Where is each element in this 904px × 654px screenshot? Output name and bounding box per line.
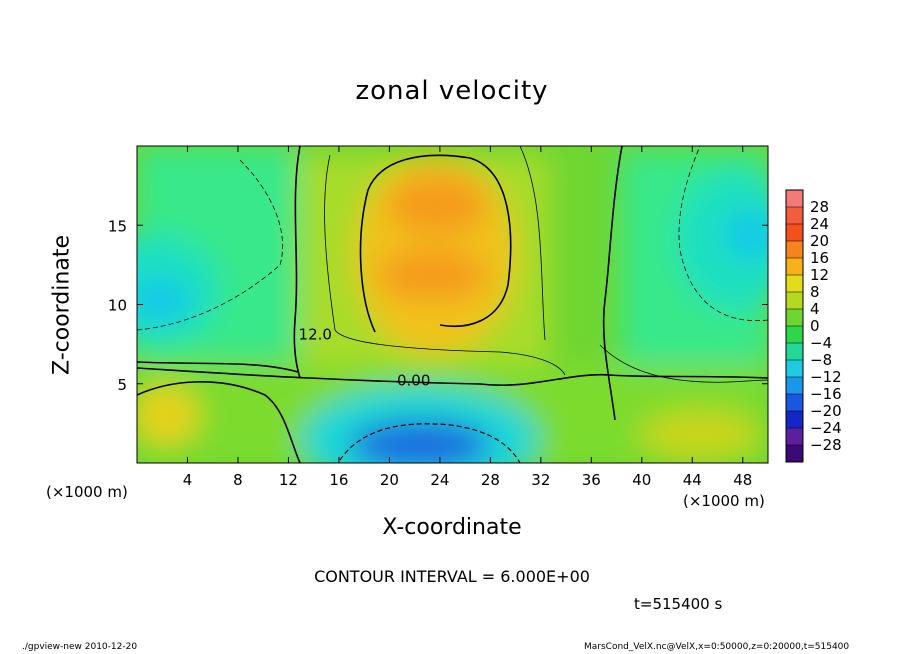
- field-region-jet-core-lower: [377, 249, 487, 301]
- field-region-left-blue: [137, 278, 190, 322]
- contour-lines: [137, 146, 768, 463]
- colorbar-label: 28: [810, 198, 829, 216]
- colorbar-swatch: [786, 326, 803, 344]
- field-region-right-blue: [725, 210, 768, 260]
- colorbar-swatch: [786, 360, 803, 378]
- velocity-field: 12.0 0.00: [137, 146, 768, 463]
- x-tick-label: 48: [733, 471, 752, 489]
- x-tick-label: 28: [481, 471, 500, 489]
- contour-right-low: [599, 344, 768, 383]
- colorbar-label: 8: [810, 283, 820, 301]
- x-unit-label-right: (×1000 m): [683, 492, 765, 510]
- colorbar-swatch: [786, 224, 803, 242]
- colorbar-label: 12: [810, 266, 829, 284]
- field-region-jet-core-upper: [387, 175, 487, 235]
- x-tick-label: 4: [183, 471, 193, 489]
- contour-0-right: [602, 146, 623, 421]
- contour-0-horizontal: [137, 367, 768, 387]
- contour-0-left: [293, 146, 301, 379]
- colorbar-swatch: [786, 411, 803, 429]
- y-axis-label: Z-coordinate: [49, 235, 75, 375]
- x-tick-label: 24: [430, 471, 449, 489]
- y-tick-label: 15: [108, 217, 127, 235]
- y-tick-label: 10: [108, 297, 127, 315]
- x-tick-label: 12: [279, 471, 298, 489]
- x-tick-label: 36: [582, 471, 601, 489]
- chart-title: zonal velocity: [355, 76, 549, 106]
- footer-right: MarsCond_VelX.nc@VelX,x=0:50000,z=0:2000…: [584, 642, 850, 652]
- colorbar-label: −8: [810, 351, 832, 369]
- contour-neg6-left: [137, 159, 283, 331]
- colorbar-swatch: [786, 445, 803, 463]
- colorbar-swatch: [786, 343, 803, 361]
- colorbar-swatch: [786, 428, 803, 446]
- colorbar-swatch: [786, 377, 803, 395]
- colorbar-label: −24: [810, 419, 842, 437]
- contour-6-b: [519, 146, 546, 341]
- x-tick-label: 44: [683, 471, 702, 489]
- colorbar-swatch: [786, 394, 803, 412]
- colorbar-swatch: [786, 275, 803, 293]
- colorbar-swatch: [786, 207, 803, 225]
- contour-0-lower: [137, 361, 299, 373]
- field-region-bottom-right: [640, 410, 760, 460]
- contour-0-bottom-left: [137, 381, 301, 463]
- x-tick-label: 20: [380, 471, 399, 489]
- colorbar-swatch: [786, 241, 803, 259]
- field-region-bottom-blue: [350, 420, 490, 463]
- contour-label: 0.00: [397, 371, 430, 389]
- colorbar-swatch: [786, 309, 803, 327]
- contour-12: [359, 154, 512, 333]
- contour-neg12-bottom: [339, 423, 521, 463]
- colorbar-label: 16: [810, 249, 829, 267]
- contour-interval-label: CONTOUR INTERVAL = 6.000E+00: [314, 567, 590, 586]
- x-axis-label: X-coordinate: [382, 515, 522, 540]
- contour-label: 12.0: [299, 325, 332, 343]
- colorbar-label: −12: [810, 368, 842, 386]
- y-tick-label: 5: [117, 376, 127, 394]
- colorbar-label: −20: [810, 402, 842, 420]
- field-region-bottom-left-yellow: [137, 385, 200, 445]
- x-tick-label: 40: [632, 471, 651, 489]
- time-label: t=515400 s: [634, 595, 723, 613]
- colorbar-label: 4: [810, 300, 820, 318]
- footer-left: ./gpview-new 2010-12-20: [22, 642, 138, 652]
- x-tick-label: 16: [329, 471, 348, 489]
- contour-6-a: [324, 154, 566, 376]
- colorbar-swatch: [786, 190, 803, 208]
- colorbar-swatch: [786, 258, 803, 276]
- x-tick-label: 8: [233, 471, 243, 489]
- colorbar-swatch: [786, 292, 803, 310]
- x-unit-label-left: (×1000 m): [46, 483, 128, 501]
- colorbar-label: −28: [810, 436, 842, 454]
- colorbar-label: −4: [810, 334, 832, 352]
- x-tick-label: 32: [531, 471, 550, 489]
- colorbar-label: 0: [810, 317, 820, 335]
- colorbar-label: 24: [810, 215, 829, 233]
- contour-neg6-right: [678, 146, 768, 322]
- colorbar-label: −16: [810, 385, 842, 403]
- field-region-right-cyan: [675, 170, 768, 310]
- colorbar-label: 20: [810, 232, 829, 250]
